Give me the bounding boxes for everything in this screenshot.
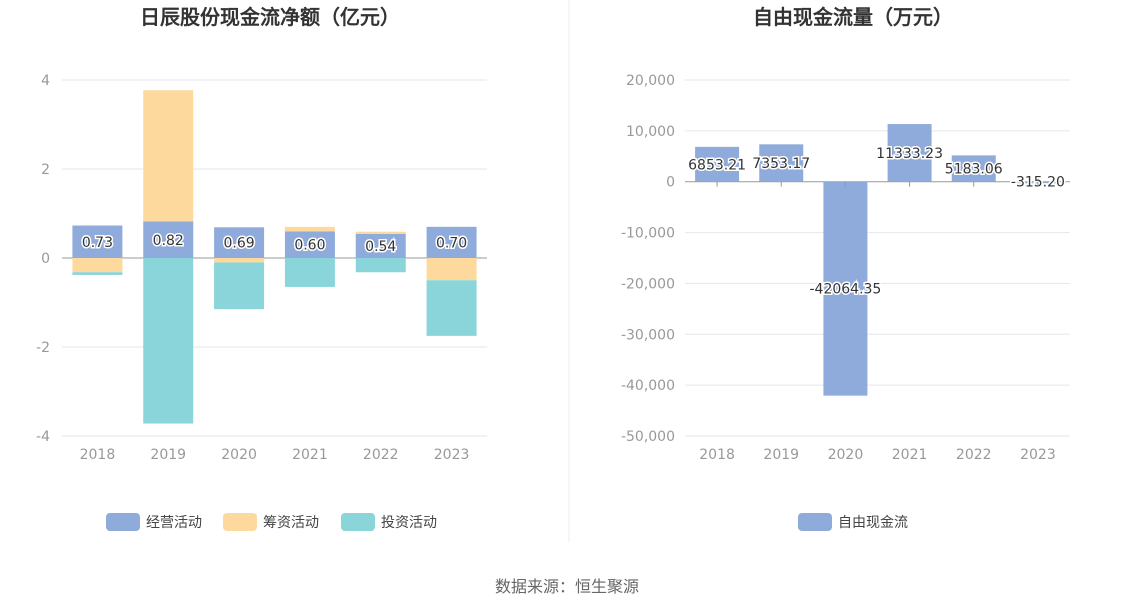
left-y-tick-label: -4 (36, 429, 50, 445)
bar-investing-2022[interactable] (355, 258, 406, 273)
right-chart-title: 自由现金流量（万元） (753, 5, 953, 29)
right-y-tick-label: 20,000 (626, 73, 675, 89)
right-x-tick-label: 2023 (1020, 447, 1056, 463)
left-y-tick-label: 4 (41, 73, 50, 89)
bar-operating-2022[interactable] (355, 233, 406, 258)
bar-investing-2021[interactable] (284, 258, 335, 287)
bar-label-free-cash-flow-2019: 7353.17 (752, 156, 810, 172)
legend-swatch-financing (223, 513, 257, 531)
legend-item-operating[interactable]: 经营活动 (106, 513, 202, 531)
right-y-tick-label: -10,000 (621, 226, 675, 242)
left-data-labels: 0.73 0.82 0.69 0.60 0.54 0.70 (80, 231, 468, 256)
left-legend: 经营活动 筹资活动 投资活动 (106, 513, 437, 531)
left-x-tick-label: 2019 (150, 447, 186, 463)
right-x-tick-label: 2019 (763, 447, 799, 463)
left-x-tick-label: 2022 (363, 447, 399, 463)
bar-free-cash-flow-2021[interactable] (887, 124, 932, 182)
right-grid: -50,000 -40,000 -30,000 -20,000 -10,000 0 10,0… (621, 73, 1070, 445)
left-grid: -4 -2 0 2 4 (36, 73, 487, 445)
legend-swatch-free-cash-flow (798, 513, 832, 531)
legend-label-operating: 经营活动 (146, 515, 202, 531)
bar-label-operating-2018: 0.73 (82, 235, 113, 251)
left-x-tick-label: 2023 (434, 447, 470, 463)
bar-investing-2019[interactable] (143, 258, 194, 424)
bar-financing-2022[interactable] (355, 231, 406, 234)
right-y-tick-label: -40,000 (621, 378, 675, 394)
right-bars (695, 124, 1060, 396)
bar-investing-2023[interactable] (426, 280, 477, 336)
bar-financing-2018[interactable] (72, 258, 123, 273)
left-x-tick-label: 2020 (221, 447, 257, 463)
legend-label-financing: 筹资活动 (263, 514, 319, 531)
bar-financing-2020[interactable] (214, 258, 265, 263)
bar-operating-2018[interactable] (72, 225, 123, 258)
legend-label-free-cash-flow: 自由现金流 (838, 515, 908, 531)
right-x-tick-label: 2018 (699, 447, 735, 463)
legend-item-investing[interactable]: 投资活动 (341, 513, 437, 531)
bar-label-free-cash-flow-2020: -42064.35 (809, 282, 881, 298)
right-x-tick-label: 2022 (956, 447, 992, 463)
bar-operating-2020[interactable] (214, 227, 265, 258)
bar-label-free-cash-flow-2021: 11333.23 (876, 146, 943, 162)
bar-label-operating-2023: 0.70 (436, 235, 467, 251)
left-y-tick-label: 2 (41, 162, 50, 178)
right-y-tick-label: -50,000 (621, 429, 675, 445)
bar-free-cash-flow-2019[interactable] (759, 144, 804, 182)
legend-swatch-operating (106, 513, 140, 531)
bar-investing-2018[interactable] (72, 272, 123, 275)
left-bars (72, 90, 477, 424)
left-x-tick-label: 2018 (80, 447, 116, 463)
legend-item-free-cash-flow[interactable]: 自由现金流 (798, 513, 908, 531)
legend-swatch-investing (341, 513, 375, 531)
free-cash-flow-chart: 自由现金流量（万元） -50,000-40,000-30,000-20,000-… (621, 5, 1070, 531)
left-chart-title: 日辰股份现金流净额（亿元） (140, 5, 400, 29)
right-y-tick-label: -30,000 (621, 327, 675, 343)
right-x-tick-label: 2021 (892, 447, 928, 463)
right-y-tick-label: -20,000 (621, 276, 675, 292)
bar-label-operating-2020: 0.69 (223, 236, 254, 252)
bar-label-operating-2022: 0.54 (365, 239, 396, 255)
left-x-tick-label: 2021 (292, 447, 328, 463)
legend-item-financing[interactable]: 筹资活动 (223, 513, 319, 531)
bar-free-cash-flow-2020[interactable] (823, 181, 868, 396)
data-source: 数据来源：恒生聚源 (495, 577, 639, 596)
left-y-tick-label: -2 (36, 340, 50, 356)
bar-free-cash-flow-2022[interactable] (951, 155, 996, 182)
bar-label-operating-2019: 0.82 (153, 233, 184, 249)
right-x-tick-label: 2020 (828, 447, 864, 463)
bar-investing-2020[interactable] (214, 262, 265, 310)
right-y-tick-label: 10,000 (626, 124, 675, 140)
right-data-labels: 6853.21 7353.17-42064.3511333.235183.06-3… (687, 144, 1067, 299)
left-x-axis: 2018 2019 2020 2021 2022 2023 (80, 447, 470, 463)
right-x-axis: 2018 2019 2020 2021 2022 2023 (699, 181, 1056, 463)
bar-operating-2021[interactable] (284, 231, 335, 258)
bar-label-free-cash-flow-2018: 6853.21 (688, 157, 746, 173)
bar-operating-2023[interactable] (426, 226, 477, 258)
left-y-tick-label: 0 (41, 251, 50, 267)
bar-financing-2021[interactable] (284, 226, 335, 232)
right-y-tick-label: 0 (666, 175, 675, 191)
bar-label-free-cash-flow-2022: 5183.06 (945, 162, 1003, 178)
bar-operating-2019[interactable] (143, 221, 194, 258)
right-legend: 自由现金流 (798, 513, 908, 531)
legend-label-investing: 投资活动 (381, 515, 437, 531)
bar-label-operating-2021: 0.60 (294, 238, 325, 254)
bar-financing-2023[interactable] (426, 258, 477, 281)
bar-financing-2019[interactable] (143, 90, 194, 222)
bar-free-cash-flow-2018[interactable] (695, 146, 740, 182)
